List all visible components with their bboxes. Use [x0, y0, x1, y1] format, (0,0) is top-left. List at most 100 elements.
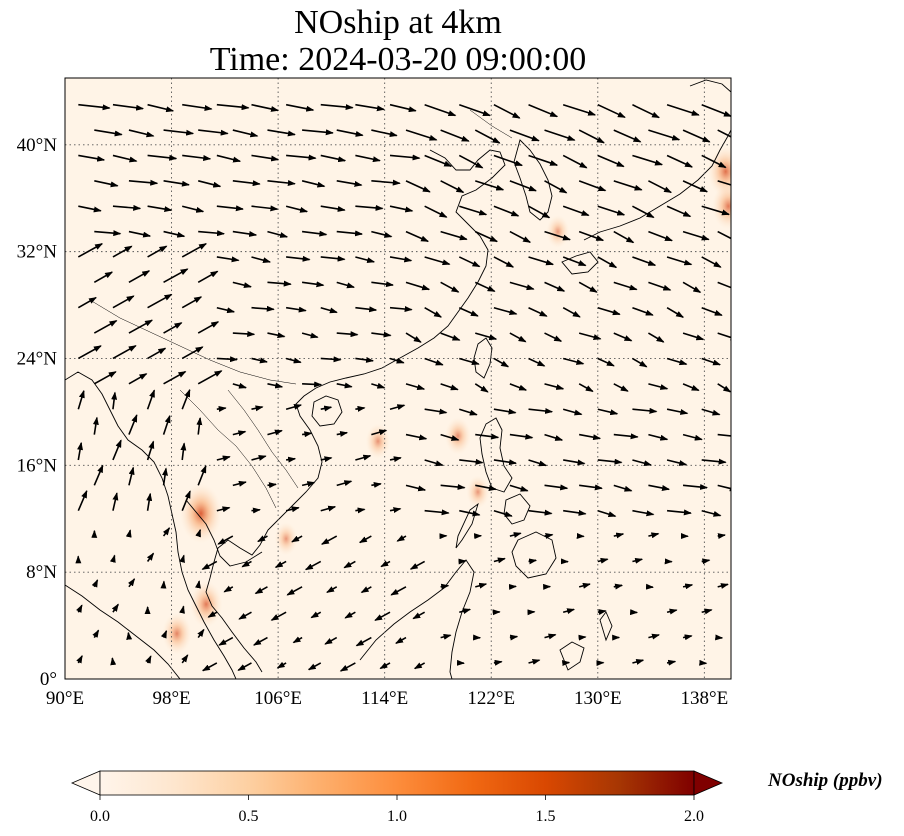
wind-vector-145 — [509, 281, 535, 291]
wind-vector-166 — [562, 307, 581, 318]
wind-vector-189 — [717, 332, 731, 341]
wind-vector-295 — [440, 484, 466, 490]
border-laos-vietnam — [227, 389, 299, 489]
wind-vector-146 — [544, 281, 566, 292]
wind-vector-235 — [320, 405, 333, 412]
wind-vector-169 — [666, 307, 685, 318]
wind-vector-328 — [257, 535, 268, 543]
wind-vector-320 — [632, 509, 655, 517]
wind-vector-8 — [355, 103, 385, 112]
wind-vector-367 — [286, 586, 303, 596]
wind-vector-218 — [405, 383, 426, 391]
wind-vector-55 — [666, 154, 694, 168]
wind-vector-384 — [207, 611, 218, 618]
wind-vector-121 — [320, 255, 346, 262]
wind-vector-391 — [459, 608, 472, 615]
wind-vector-132 — [701, 256, 722, 268]
wind-vector-168 — [632, 306, 654, 316]
wind-vector-375 — [578, 582, 591, 589]
wind-vector-181 — [440, 332, 461, 341]
colorbar-tick-label: 1.5 — [536, 808, 556, 825]
wind-vector-271 — [251, 455, 267, 461]
colorbar-tick-label: 2.0 — [684, 808, 704, 825]
wind-vector-217 — [371, 382, 386, 389]
wind-vector-84 — [355, 204, 384, 211]
wind-vector-228 — [77, 389, 85, 410]
wind-vector-81 — [251, 205, 279, 212]
wind-vector-213 — [232, 382, 247, 389]
wind-vector-89 — [528, 205, 551, 219]
latitude-axis: 0° 8°N 16°N 24°N 32°N 40°N — [17, 135, 58, 690]
wind-vector-54 — [632, 154, 664, 166]
wind-vector-343 — [109, 554, 116, 563]
wind-vector-422 — [201, 662, 218, 672]
wind-vector-66 — [405, 180, 431, 193]
wind-vector-148 — [613, 281, 638, 291]
wind-vector-312 — [355, 507, 366, 514]
wind-vector-292 — [336, 480, 353, 487]
wind-vector-77 — [112, 204, 142, 211]
wind-vector-258 — [475, 433, 500, 440]
hotspot-8 — [274, 522, 298, 556]
wind-vector-256 — [405, 433, 428, 441]
wind-vector-100 — [267, 230, 289, 238]
wind-vector-316 — [493, 509, 513, 517]
wind-vector-336 — [544, 532, 554, 539]
wind-vector-157 — [251, 305, 275, 312]
wind-vector-255 — [371, 429, 388, 436]
wind-vector-198 — [355, 356, 375, 363]
wind-vector-6 — [285, 103, 315, 112]
wind-vector-420 — [145, 655, 152, 664]
wind-vector-118 — [216, 256, 240, 263]
wind-vector-278 — [493, 459, 518, 466]
wind-vector-165 — [528, 306, 548, 317]
wind-vector-108 — [544, 230, 571, 241]
coastline-japan — [583, 129, 731, 241]
wind-vector-195 — [251, 357, 268, 364]
wind-vector-327 — [217, 535, 234, 545]
wind-vector-60 — [198, 180, 222, 188]
wind-vector-299 — [579, 484, 603, 491]
wind-vector-101 — [301, 230, 328, 237]
wind-vector-174 — [197, 321, 220, 334]
wind-vector-21 — [163, 129, 195, 136]
wind-vector-171 — [93, 319, 118, 334]
wind-vector-143 — [440, 281, 460, 293]
wind-vector-275 — [389, 456, 402, 463]
lon-tick-label: 130°E — [574, 688, 622, 709]
wind-vector-41 — [182, 154, 212, 162]
wind-vector-331 — [358, 535, 372, 544]
wind-vector-262 — [613, 433, 639, 440]
wind-vector-237 — [389, 404, 406, 411]
wind-vector-4 — [216, 103, 250, 111]
wind-vector-229 — [111, 391, 118, 410]
wind-vector-372 — [475, 582, 488, 589]
wind-vector-230 — [146, 389, 156, 410]
wind-vector-390 — [412, 611, 426, 620]
wind-vector-413 — [578, 634, 587, 641]
lon-tick-label: 122°E — [467, 688, 515, 709]
wind-vector-364 — [195, 580, 201, 589]
wind-vector-385 — [238, 611, 252, 620]
wind-vector-155 — [181, 296, 203, 309]
wind-vector-353 — [458, 558, 467, 565]
wind-vector-304 — [77, 489, 88, 512]
wind-vector-79 — [182, 205, 205, 213]
wind-vector-261 — [579, 433, 602, 441]
wind-vector-97 — [163, 230, 186, 238]
wind-vector-117 — [181, 243, 207, 258]
wind-vector-296 — [475, 484, 497, 491]
colorbar-title: NOship (ppbv) — [768, 770, 883, 791]
wind-vector-272 — [286, 456, 297, 463]
wind-vector-39 — [112, 154, 138, 163]
wind-vector-71 — [578, 180, 607, 192]
wind-vector-140 — [336, 281, 355, 289]
wind-vector-332 — [396, 534, 407, 542]
wind-vector-247 — [92, 416, 99, 435]
wind-vector-65 — [371, 179, 401, 186]
wind-vector-269 — [180, 442, 187, 461]
wind-vector-14 — [562, 103, 597, 116]
wind-vector-2 — [147, 103, 175, 113]
wind-vector-150 — [682, 281, 702, 294]
